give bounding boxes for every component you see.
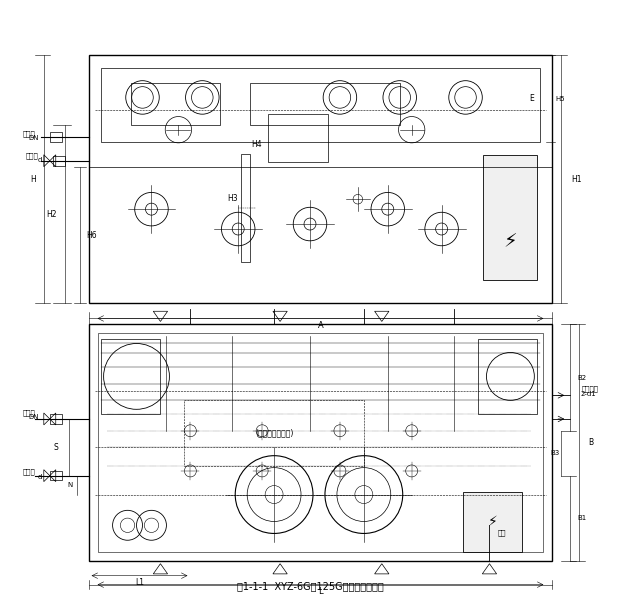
Bar: [50, 132, 62, 142]
Bar: [250, 83, 400, 125]
Text: 2-d1: 2-d1: [580, 391, 596, 397]
Bar: [97, 334, 543, 552]
Text: H5: H5: [556, 96, 565, 102]
Bar: [50, 414, 62, 424]
Text: E: E: [529, 94, 534, 103]
Text: N: N: [67, 482, 72, 488]
Bar: [463, 492, 523, 552]
Text: H6: H6: [86, 231, 97, 240]
Text: ⚡: ⚡: [487, 515, 497, 529]
Bar: [484, 156, 538, 279]
Text: B3: B3: [551, 450, 560, 456]
Text: H2: H2: [46, 210, 57, 219]
Text: 供油口: 供油口: [25, 153, 38, 159]
Text: DN: DN: [29, 414, 39, 420]
Bar: [100, 68, 540, 142]
Text: H4: H4: [251, 140, 262, 149]
Bar: [184, 400, 364, 466]
Text: 回油口: 回油口: [22, 130, 35, 137]
Text: d: d: [37, 157, 42, 163]
Bar: [89, 55, 552, 304]
Text: A: A: [317, 321, 324, 330]
Text: 图1-1-1  XYZ-6G～125G型稀油站外形图: 图1-1-1 XYZ-6G～125G型稀油站外形图: [237, 581, 383, 591]
Bar: [131, 83, 220, 125]
Bar: [53, 156, 64, 165]
Bar: [241, 154, 250, 261]
Text: B1: B1: [578, 515, 587, 521]
Text: L: L: [318, 587, 323, 596]
Text: B2: B2: [578, 374, 587, 380]
Text: (装仪表盘时位置): (装仪表盘时位置): [255, 429, 293, 438]
Text: B: B: [588, 438, 594, 447]
Text: S: S: [53, 443, 58, 452]
Text: L1: L1: [135, 578, 144, 587]
Text: 回油口: 回油口: [22, 410, 35, 416]
Text: H1: H1: [571, 175, 582, 184]
Bar: [50, 471, 62, 480]
Text: ⚡: ⚡: [503, 232, 517, 251]
Bar: [100, 338, 161, 414]
Text: DN: DN: [29, 135, 39, 141]
Text: H: H: [30, 175, 36, 184]
Text: 进出水口: 进出水口: [582, 385, 598, 391]
Text: 供油口: 供油口: [22, 469, 35, 475]
Bar: [477, 338, 538, 414]
Text: d: d: [37, 474, 42, 480]
Text: 排污: 排污: [497, 529, 506, 535]
Bar: [89, 325, 552, 561]
Bar: [268, 114, 328, 162]
Text: H3: H3: [227, 194, 237, 203]
